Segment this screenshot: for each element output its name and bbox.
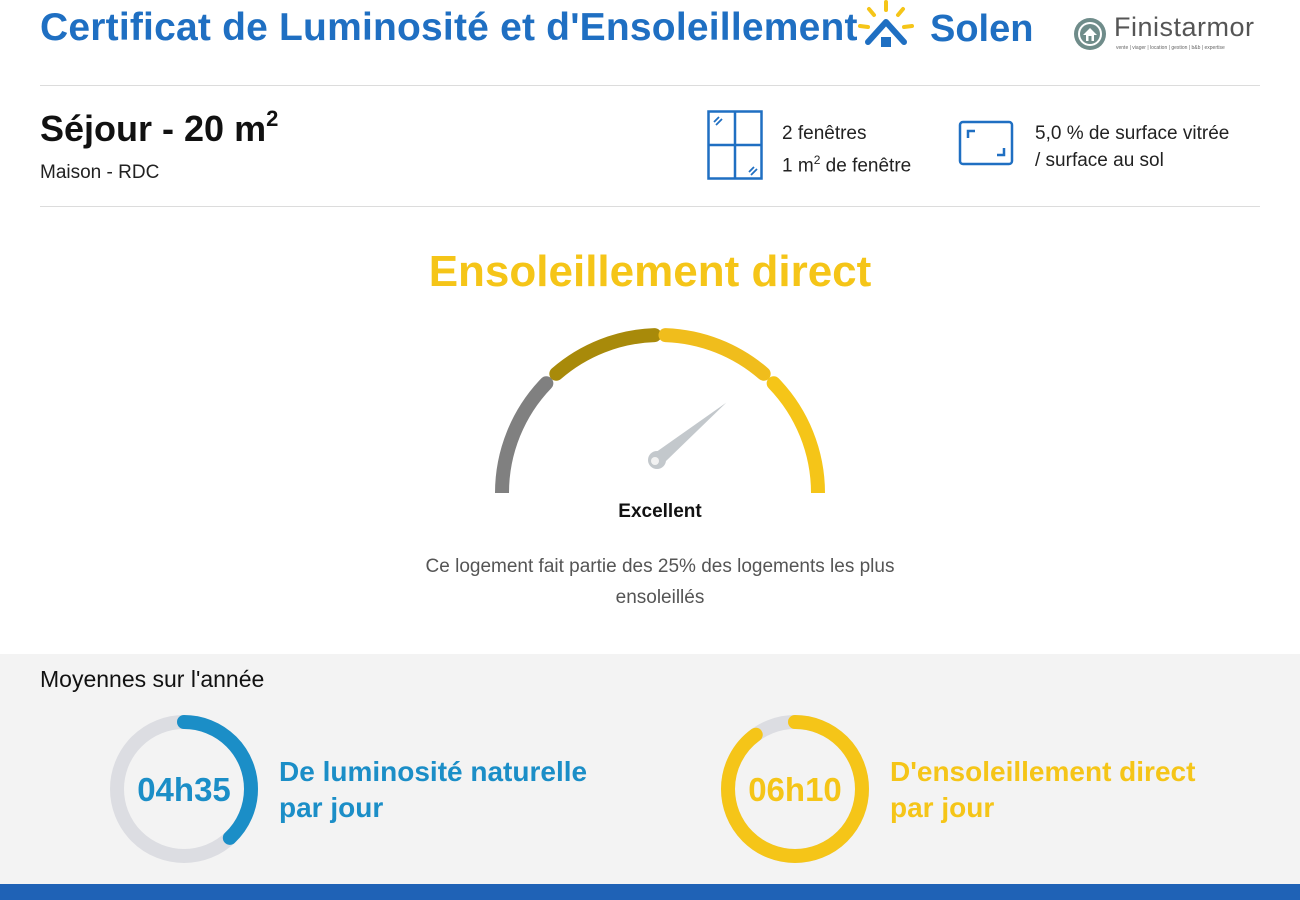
gauge-segment-1 (495, 376, 554, 493)
page-title: Certificat de Luminosité et d'Ensoleille… (40, 6, 858, 49)
glazing-ratio-line2: / surface au sol (1035, 150, 1164, 171)
direct-sun-label-line1: D'ensoleillement direct (890, 756, 1196, 787)
direct-sun-value: 06h10 (748, 771, 842, 808)
gauge-needle (652, 402, 727, 466)
gauge-segment-2 (549, 328, 662, 381)
finistarmor-tagline: vente | viager | location | gestion | b&… (1116, 45, 1225, 51)
gauge-description: Ce logement fait partie des 25% des loge… (425, 556, 895, 608)
finistarmor-logo: Finistarmor vente | viager | location | … (1072, 12, 1262, 56)
natural-light-label-line1: De luminosité naturelle (279, 756, 588, 787)
window-area: 1 m2 de fenêtre (782, 147, 911, 179)
room-title-superscript: 2 (266, 106, 279, 131)
room-subtitle: Maison - RDC (40, 162, 160, 183)
room-title-text: Séjour - 20 m (40, 108, 267, 149)
direct-sun-label-line2: par jour (890, 792, 995, 823)
footer-band (0, 884, 1300, 900)
gauge-rating-label: Excellent (618, 501, 702, 522)
solen-logo-text: Solen (930, 8, 1034, 50)
window-area-prefix: 1 m (782, 155, 814, 177)
direct-sun-ring-progress (721, 715, 869, 863)
natural-light-ring (110, 715, 258, 863)
averages-title: Moyennes sur l'année (40, 666, 265, 692)
solen-logo: Solen (858, 0, 1040, 56)
window-area-suffix: de fenêtre (820, 155, 912, 177)
room-info: Séjour - 20 m2 Maison - RDC 2 fenêtres 1… (40, 86, 1260, 207)
direct-sunlight-title: Ensoleillement direct (428, 247, 872, 296)
natural-light-value: 04h35 (137, 771, 231, 808)
window-icon (707, 110, 763, 180)
house-emblem-icon (1074, 18, 1106, 50)
natural-light-label: De luminosité naturelle par jour (279, 754, 587, 826)
sun-house-icon (858, 0, 914, 47)
direct-sunlight-section: Ensoleillement direct Excellent Ce logem… (0, 207, 1300, 654)
sunlight-gauge (495, 328, 825, 493)
natural-light-ring-progress (110, 715, 258, 863)
room-title: Séjour - 20 m2 (40, 106, 279, 150)
window-area-superscript: 2 (813, 153, 821, 167)
window-stats: 2 fenêtres 1 m2 de fenêtre (782, 120, 911, 179)
gauge-needle-pin (651, 457, 659, 465)
finistarmor-logo-text: Finistarmor (1114, 12, 1255, 42)
direct-sun-label: D'ensoleillement direct par jour (890, 754, 1195, 826)
windows-count: 2 fenêtres (782, 123, 867, 144)
natural-light-label-line2: par jour (279, 792, 384, 823)
glazing-ratio: 5,0 % de surface vitrée / surface au sol (1035, 120, 1229, 174)
yearly-averages-panel: Moyennes sur l'année 04h35 De luminosité… (0, 654, 1300, 884)
glazing-ratio-line1: 5,0 % de surface vitrée (1035, 123, 1230, 144)
gauge-segment-3 (658, 328, 771, 381)
certificate-header: Certificat de Luminosité et d'Ensoleille… (40, 0, 1260, 86)
gauge-segment-4 (766, 376, 825, 493)
direct-sun-ring (721, 715, 869, 863)
glazed-surface-icon (958, 120, 1014, 166)
